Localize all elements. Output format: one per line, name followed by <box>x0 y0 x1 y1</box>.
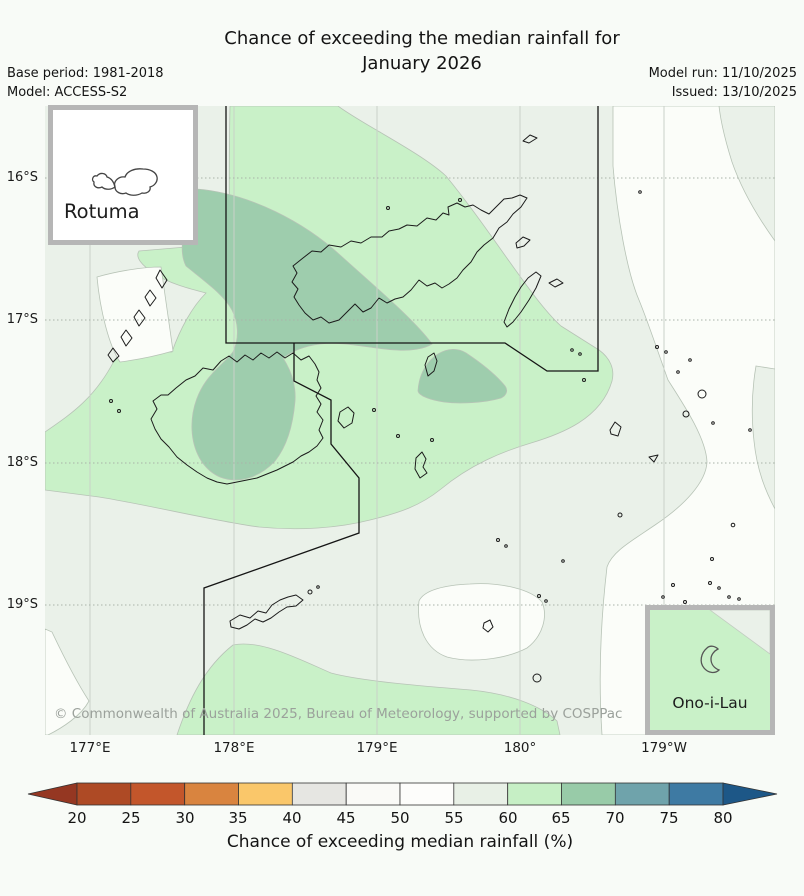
lon-label-180: 180° <box>503 740 537 756</box>
lat-label-19s: 19°S <box>6 597 38 612</box>
cbar-tick-75: 75 <box>659 809 679 827</box>
colorbar-caption: Chance of exceeding median rainfall (%) <box>226 832 574 852</box>
region-50-55-east <box>599 106 775 735</box>
inset-rotuma: Rotuma <box>48 105 198 245</box>
rotuma-islet-outline <box>91 172 116 190</box>
cbar-tick-30: 30 <box>175 809 195 827</box>
title-line-2: January 2026 <box>362 53 482 74</box>
cbar-tick-25: 25 <box>121 809 141 827</box>
region-50-55-southwest <box>45 628 90 735</box>
title-line-1: Chance of exceeding the median rainfall … <box>224 28 620 49</box>
model-metadata-left: Base period: 1981-2018 Model: ACCESS-S2 <box>7 64 164 102</box>
colorbar-left-arrow <box>27 782 78 806</box>
inset-ono-i-lau: Ono-i-Lau <box>645 605 775 735</box>
region-55-60-corner <box>718 106 775 242</box>
colorbar-right-arrow <box>722 782 778 806</box>
region-50-55-oval <box>418 583 545 661</box>
lat-label-16s: 16°S <box>6 170 38 185</box>
region-65-70-koro-sea <box>417 348 508 404</box>
lon-label-177e: 177°E <box>69 740 111 756</box>
issued-text: Issued: 13/10/2025 <box>671 85 797 100</box>
probability-map <box>45 106 775 735</box>
cbar-tick-55: 55 <box>444 809 464 827</box>
cbar-tick-60: 60 <box>498 809 518 827</box>
lat-label-18s: 18°S <box>6 455 38 470</box>
cbar-tick-45: 45 <box>336 809 356 827</box>
ono-island-outline <box>700 645 721 674</box>
cbar-tick-35: 35 <box>228 809 248 827</box>
page-title: Chance of exceeding the median rainfall … <box>45 26 799 76</box>
colorbar <box>27 782 778 806</box>
ono-inset-contour <box>709 610 770 655</box>
lon-label-178e: 178°E <box>213 740 255 756</box>
region-60-65-south <box>176 643 561 735</box>
region-55-60-strip <box>751 365 775 510</box>
island-coastlines <box>107 134 752 683</box>
rotuma-label: Rotuma <box>64 200 140 223</box>
lon-label-179w: 179°W <box>641 740 687 756</box>
rotuma-island-map <box>91 168 158 196</box>
rotuma-island-outline <box>113 168 158 196</box>
region-65-70-main <box>181 188 433 481</box>
cbar-tick-50: 50 <box>390 809 410 827</box>
cbar-tick-20: 20 <box>67 809 87 827</box>
region-50-55-yasawa <box>96 266 174 363</box>
cbar-tick-65: 65 <box>551 809 571 827</box>
cbar-tick-70: 70 <box>605 809 625 827</box>
lat-label-17s: 17°S <box>6 312 38 327</box>
cbar-tick-40: 40 <box>282 809 302 827</box>
lon-label-179e: 179°E <box>356 740 398 756</box>
copyright-text: © Commonwealth of Australia 2025, Bureau… <box>54 706 623 722</box>
model-text: Model: ACCESS-S2 <box>7 85 128 100</box>
base-period-text: Base period: 1981-2018 <box>7 66 164 81</box>
model-run-text: Model run: 11/10/2025 <box>648 66 797 81</box>
ono-island-map <box>650 610 770 730</box>
model-metadata-right: Model run: 11/10/2025 Issued: 13/10/2025 <box>649 64 797 102</box>
cbar-tick-80: 80 <box>713 809 733 827</box>
ono-i-lau-label: Ono-i-Lau <box>672 694 748 712</box>
eez-boundary-lines <box>203 106 599 735</box>
